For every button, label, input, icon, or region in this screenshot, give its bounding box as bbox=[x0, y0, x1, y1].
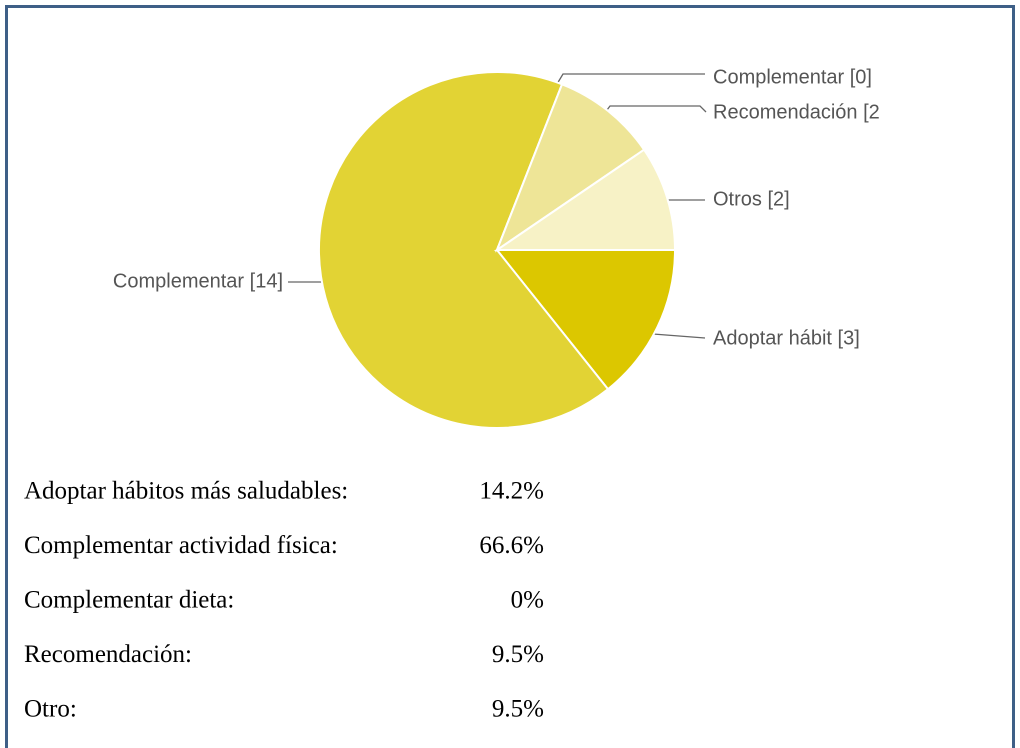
row-value: 14.2% bbox=[479, 478, 544, 505]
row-label: Complementar dieta: bbox=[24, 587, 234, 614]
pie-slice bbox=[493, 148, 677, 251]
page: {"chart_data": {"type": "pie", "categori… bbox=[5, 5, 1015, 748]
row-label: Complementar actividad física: bbox=[24, 532, 338, 559]
leader-line bbox=[603, 105, 707, 115]
slice-label: Complementar [14] bbox=[113, 270, 283, 292]
pie-slice bbox=[318, 71, 610, 429]
leader-line bbox=[556, 73, 705, 85]
row-label: Recomendación: bbox=[24, 641, 192, 668]
row-value: 66.6% bbox=[479, 532, 544, 559]
row-value: 9.5% bbox=[492, 696, 544, 723]
slice-label: Otros [2] bbox=[713, 188, 790, 210]
pie-slice bbox=[494, 83, 646, 253]
row-label: Otro: bbox=[24, 696, 77, 723]
slice-label: Complementar [0] bbox=[713, 66, 872, 88]
row-label: Adoptar hábitos más saludables: bbox=[24, 478, 348, 505]
slice-label: Adoptar hábit [3] bbox=[713, 327, 860, 349]
chart: Adoptar hábit [3] Complementar [14] Comple… bbox=[24, 66, 880, 723]
row-value: 0% bbox=[511, 587, 544, 614]
slice-label: Recomendación [2 bbox=[713, 101, 880, 123]
pie-slice bbox=[494, 249, 677, 391]
row-value: 9.5% bbox=[492, 641, 544, 668]
